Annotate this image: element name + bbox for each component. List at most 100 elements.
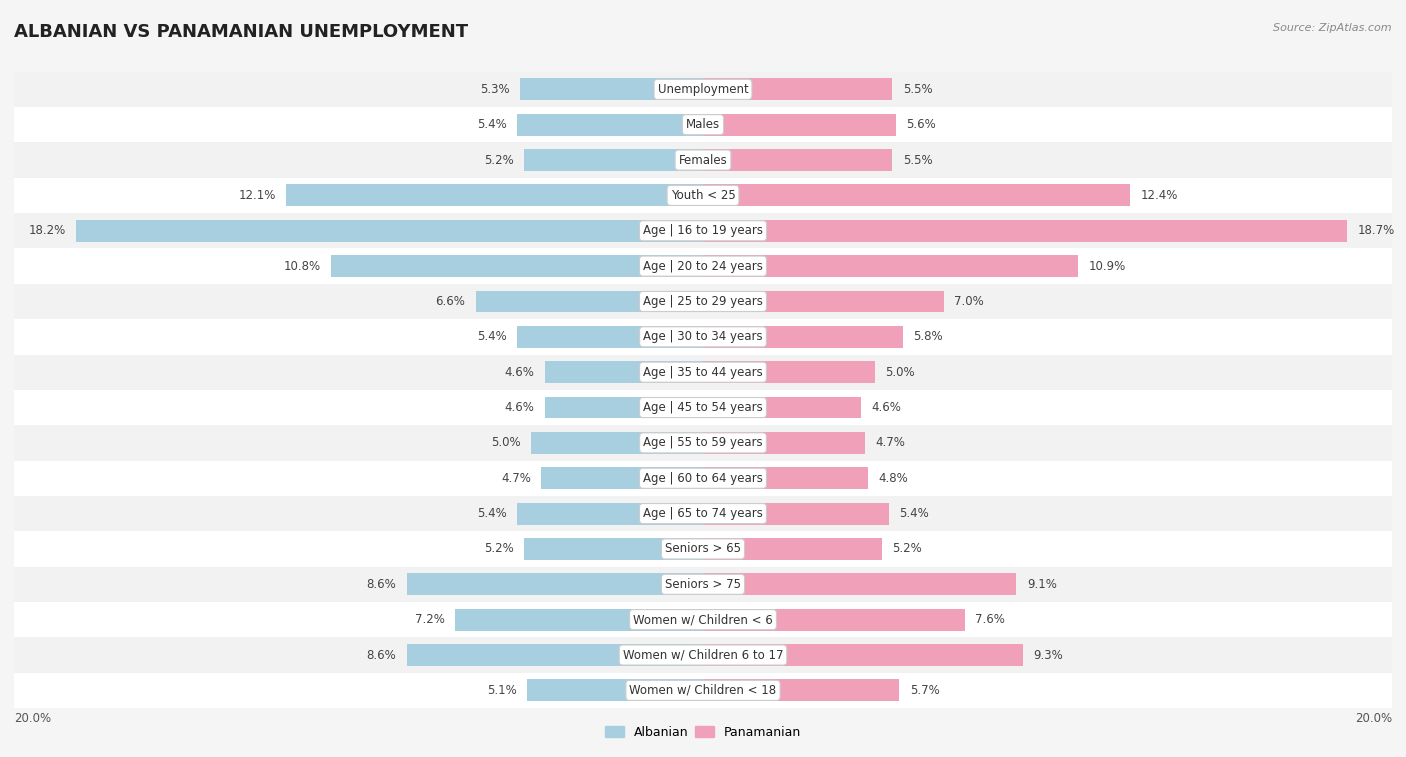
Bar (703, 361, 875, 383)
Text: 5.2%: 5.2% (484, 154, 513, 167)
Text: 5.1%: 5.1% (488, 684, 517, 697)
Text: Age | 30 to 34 years: Age | 30 to 34 years (643, 330, 763, 344)
Text: 4.6%: 4.6% (505, 366, 534, 378)
Text: 4.7%: 4.7% (501, 472, 531, 484)
Bar (14, 354, 1392, 390)
Text: ALBANIAN VS PANAMANIAN UNEMPLOYMENT: ALBANIAN VS PANAMANIAN UNEMPLOYMENT (14, 23, 468, 41)
Bar (330, 255, 703, 277)
Bar (14, 178, 1392, 213)
Bar (456, 609, 703, 631)
Bar (703, 609, 965, 631)
Text: 5.0%: 5.0% (886, 366, 915, 378)
Text: 5.4%: 5.4% (477, 118, 506, 131)
Bar (517, 503, 703, 525)
Text: Women w/ Children 6 to 17: Women w/ Children 6 to 17 (623, 649, 783, 662)
Bar (14, 213, 1392, 248)
Bar (517, 326, 703, 347)
Bar (520, 79, 703, 101)
Bar (14, 248, 1392, 284)
Bar (406, 573, 703, 595)
Text: 10.9%: 10.9% (1088, 260, 1126, 273)
Legend: Albanian, Panamanian: Albanian, Panamanian (600, 721, 806, 744)
Text: 5.3%: 5.3% (481, 83, 510, 96)
Text: Age | 25 to 29 years: Age | 25 to 29 years (643, 295, 763, 308)
Bar (703, 680, 900, 701)
Text: Source: ZipAtlas.com: Source: ZipAtlas.com (1274, 23, 1392, 33)
Text: 6.6%: 6.6% (436, 295, 465, 308)
Bar (14, 107, 1392, 142)
Text: Males: Males (686, 118, 720, 131)
Text: 9.1%: 9.1% (1026, 578, 1057, 590)
Bar (703, 255, 1078, 277)
Text: 4.6%: 4.6% (872, 401, 901, 414)
Bar (544, 397, 703, 419)
Bar (14, 390, 1392, 425)
Bar (524, 538, 703, 560)
Text: 5.7%: 5.7% (910, 684, 939, 697)
Text: Seniors > 65: Seniors > 65 (665, 543, 741, 556)
Bar (703, 79, 893, 101)
Text: Youth < 25: Youth < 25 (671, 189, 735, 202)
Bar (541, 467, 703, 489)
Bar (14, 460, 1392, 496)
Bar (703, 326, 903, 347)
Bar (703, 114, 896, 136)
Bar (703, 432, 865, 454)
Bar (703, 220, 1347, 241)
Bar (527, 680, 703, 701)
Text: Age | 45 to 54 years: Age | 45 to 54 years (643, 401, 763, 414)
Bar (703, 291, 945, 313)
Bar (14, 319, 1392, 354)
Text: Age | 20 to 24 years: Age | 20 to 24 years (643, 260, 763, 273)
Text: Women w/ Children < 18: Women w/ Children < 18 (630, 684, 776, 697)
Text: 5.2%: 5.2% (893, 543, 922, 556)
Bar (703, 573, 1017, 595)
Text: 5.0%: 5.0% (491, 436, 520, 450)
Bar (517, 114, 703, 136)
Text: 18.2%: 18.2% (28, 224, 66, 237)
Text: 7.6%: 7.6% (976, 613, 1005, 626)
Bar (14, 637, 1392, 673)
Bar (703, 397, 862, 419)
Text: Age | 60 to 64 years: Age | 60 to 64 years (643, 472, 763, 484)
Text: 4.8%: 4.8% (879, 472, 908, 484)
Text: Age | 65 to 74 years: Age | 65 to 74 years (643, 507, 763, 520)
Bar (703, 538, 882, 560)
Bar (531, 432, 703, 454)
Text: 5.8%: 5.8% (912, 330, 943, 344)
Bar (544, 361, 703, 383)
Text: 5.2%: 5.2% (484, 543, 513, 556)
Text: Unemployment: Unemployment (658, 83, 748, 96)
Text: 9.3%: 9.3% (1033, 649, 1063, 662)
Text: 7.0%: 7.0% (955, 295, 984, 308)
Text: 4.7%: 4.7% (875, 436, 905, 450)
Text: 5.5%: 5.5% (903, 83, 932, 96)
Bar (703, 467, 869, 489)
Bar (524, 149, 703, 171)
Bar (14, 496, 1392, 531)
Bar (14, 602, 1392, 637)
Bar (14, 284, 1392, 319)
Text: 4.6%: 4.6% (505, 401, 534, 414)
Text: 5.4%: 5.4% (477, 507, 506, 520)
Bar (406, 644, 703, 666)
Bar (76, 220, 703, 241)
Text: 20.0%: 20.0% (1355, 712, 1392, 725)
Text: Seniors > 75: Seniors > 75 (665, 578, 741, 590)
Bar (703, 644, 1024, 666)
Text: 5.4%: 5.4% (477, 330, 506, 344)
Bar (14, 142, 1392, 178)
Bar (703, 185, 1130, 207)
Text: 8.6%: 8.6% (367, 578, 396, 590)
Text: 5.6%: 5.6% (907, 118, 936, 131)
Text: 12.4%: 12.4% (1140, 189, 1178, 202)
Bar (703, 149, 893, 171)
Text: Age | 16 to 19 years: Age | 16 to 19 years (643, 224, 763, 237)
Text: 10.8%: 10.8% (284, 260, 321, 273)
Bar (14, 673, 1392, 708)
Text: 5.5%: 5.5% (903, 154, 932, 167)
Text: Age | 55 to 59 years: Age | 55 to 59 years (643, 436, 763, 450)
Text: 20.0%: 20.0% (14, 712, 51, 725)
Text: 12.1%: 12.1% (239, 189, 276, 202)
Bar (14, 567, 1392, 602)
